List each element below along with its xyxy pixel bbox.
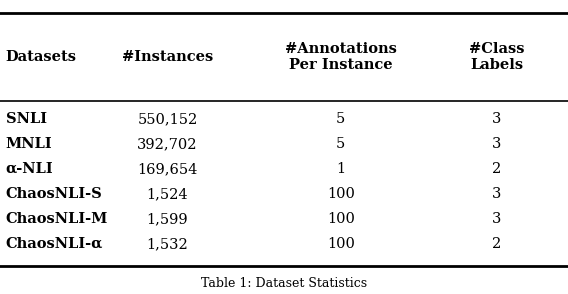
Text: 100: 100 <box>327 187 355 201</box>
Text: ChaosNLI-M: ChaosNLI-M <box>6 212 108 226</box>
Text: 169,654: 169,654 <box>137 162 198 176</box>
Text: #Instances: #Instances <box>122 50 213 64</box>
Text: 392,702: 392,702 <box>137 137 198 151</box>
Text: 100: 100 <box>327 212 355 226</box>
Text: ChaosNLI-α: ChaosNLI-α <box>6 237 103 251</box>
Text: 5: 5 <box>336 112 345 126</box>
Text: #Class
Labels: #Class Labels <box>469 42 525 72</box>
Text: 3: 3 <box>492 137 502 151</box>
Text: 3: 3 <box>492 187 502 201</box>
Text: 3: 3 <box>492 212 502 226</box>
Text: 2: 2 <box>492 237 502 251</box>
Text: 550,152: 550,152 <box>137 112 198 126</box>
Text: #Annotations
Per Instance: #Annotations Per Instance <box>285 42 396 72</box>
Text: 100: 100 <box>327 237 355 251</box>
Text: Datasets: Datasets <box>6 50 77 64</box>
Text: 1,524: 1,524 <box>147 187 189 201</box>
Text: MNLI: MNLI <box>6 137 52 151</box>
Text: 1,532: 1,532 <box>147 237 189 251</box>
Text: ChaosNLI-S: ChaosNLI-S <box>6 187 102 201</box>
Text: α-NLI: α-NLI <box>6 162 53 176</box>
Text: 2: 2 <box>492 162 502 176</box>
Text: 5: 5 <box>336 137 345 151</box>
Text: 1,599: 1,599 <box>147 212 189 226</box>
Text: 3: 3 <box>492 112 502 126</box>
Text: Table 1: Dataset Statistics: Table 1: Dataset Statistics <box>201 277 367 290</box>
Text: 1: 1 <box>336 162 345 176</box>
Text: SNLI: SNLI <box>6 112 47 126</box>
